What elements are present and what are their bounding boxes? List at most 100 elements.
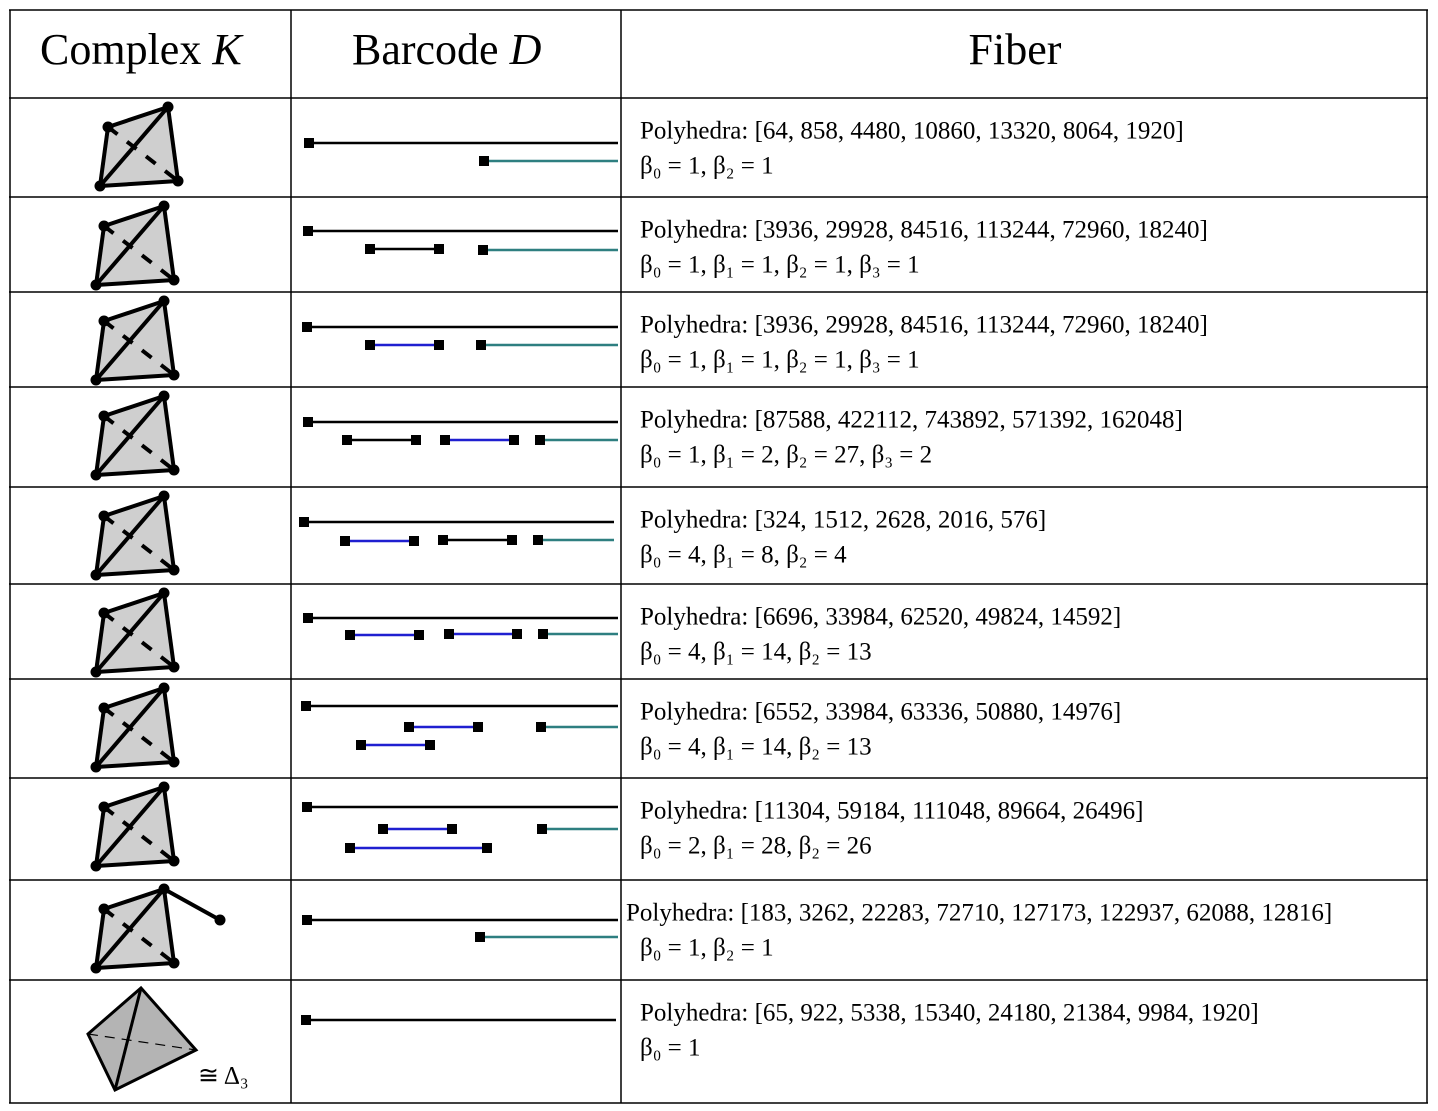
edge	[103, 686, 165, 710]
vertex	[98, 903, 110, 915]
edge	[94, 908, 106, 969]
edge	[95, 859, 175, 868]
vertex	[98, 220, 110, 232]
edge	[107, 105, 169, 129]
bar-endpoint	[475, 932, 485, 942]
vertex	[168, 464, 180, 476]
edge	[103, 887, 165, 911]
bar-endpoint	[414, 630, 424, 640]
edge	[162, 395, 176, 471]
hidden-edge	[102, 805, 176, 863]
header-complex: Complex K	[40, 25, 244, 74]
header-var: K	[211, 25, 244, 74]
polyhedra: Polyhedra: [87588, 422112, 743892, 57139…	[640, 407, 1183, 434]
vertex	[98, 510, 110, 522]
edge	[94, 320, 106, 381]
hidden-edge	[87, 1033, 197, 1051]
bar-endpoint	[434, 340, 444, 350]
hidden-edge	[102, 514, 176, 572]
betti: β₀ = 1, β₁ = 2, β₂ = 27, β₃ = 2	[640, 442, 932, 469]
bar-endpoint	[302, 322, 312, 332]
edge	[95, 665, 175, 674]
bar-endpoint	[303, 613, 313, 623]
edge	[94, 612, 106, 673]
vertex	[90, 279, 102, 291]
edge	[94, 707, 106, 768]
polyhedra: Polyhedra: [65, 922, 5338, 15340, 24180,…	[640, 1000, 1259, 1027]
edge	[162, 495, 176, 571]
vertex	[98, 315, 110, 327]
vertex	[158, 295, 170, 307]
vertex	[158, 682, 170, 694]
bar-endpoint	[444, 629, 454, 639]
bar-endpoint	[340, 536, 350, 546]
vertex	[90, 374, 102, 386]
polyhedra: Polyhedra: [11304, 59184, 111048, 89664,…	[640, 798, 1143, 825]
betti: β₀ = 1, β₂ = 1	[640, 153, 774, 180]
vertex	[168, 756, 180, 768]
vertex	[90, 761, 102, 773]
bar-endpoint	[303, 226, 313, 236]
vertex	[90, 569, 102, 581]
edge	[95, 568, 175, 577]
solid	[86, 985, 199, 1093]
polyhedra: Polyhedra: [64, 858, 4480, 10860, 13320,…	[640, 118, 1184, 145]
bar-endpoint	[302, 915, 312, 925]
bar-endpoint	[425, 740, 435, 750]
bar-endpoint	[476, 340, 486, 350]
bar-endpoint	[473, 722, 483, 732]
vertex	[98, 702, 110, 714]
hidden-edge	[106, 125, 180, 183]
betti: β₀ = 4, β₁ = 14, β₂ = 13	[640, 639, 872, 666]
polyhedra: Polyhedra: [6696, 33984, 62520, 49824, 1…	[640, 604, 1121, 631]
vertex	[172, 175, 184, 187]
edge	[95, 373, 175, 382]
vertex	[214, 914, 226, 926]
bar-endpoint	[447, 824, 457, 834]
bar-endpoint	[304, 138, 314, 148]
vertex	[168, 661, 180, 673]
bar-endpoint	[538, 629, 548, 639]
edge	[162, 300, 176, 376]
edge	[162, 205, 176, 281]
vertex	[90, 962, 102, 974]
edge	[98, 126, 110, 187]
bar-endpoint	[438, 535, 448, 545]
bar-endpoint	[299, 517, 309, 527]
bar-endpoint	[411, 435, 421, 445]
hidden-edge	[102, 414, 176, 472]
edge	[103, 204, 165, 228]
vertex	[158, 390, 170, 402]
betti: β₀ = 1, β₂ = 1	[640, 935, 774, 962]
bar-endpoint	[479, 156, 489, 166]
edge	[103, 494, 165, 518]
vertex	[168, 369, 180, 381]
edge	[113, 987, 143, 1091]
vertex	[168, 564, 180, 576]
header-text: Barcode	[352, 25, 499, 74]
vertex	[102, 121, 114, 133]
vertex	[168, 957, 180, 969]
edge	[162, 687, 176, 763]
edge	[103, 591, 165, 615]
vertex	[94, 180, 106, 192]
vertex	[98, 410, 110, 422]
hidden-edge	[102, 706, 176, 764]
bar-endpoint	[536, 722, 546, 732]
edge	[94, 415, 106, 476]
vertex	[98, 607, 110, 619]
vertex	[158, 490, 170, 502]
edge	[94, 225, 106, 286]
header-barcode: Barcode D	[352, 25, 542, 74]
header-text: Complex	[40, 25, 201, 74]
betti: β₀ = 4, β₁ = 14, β₂ = 13	[640, 734, 872, 761]
vertex	[168, 855, 180, 867]
edge	[95, 468, 175, 477]
bar-endpoint	[345, 843, 355, 853]
complex-label: ≅ Δ₃	[198, 1063, 249, 1090]
bar-endpoint	[365, 244, 375, 254]
vertex	[168, 274, 180, 286]
betti: β₀ = 4, β₁ = 8, β₂ = 4	[640, 542, 847, 569]
edge	[166, 106, 180, 182]
edge	[94, 806, 106, 867]
